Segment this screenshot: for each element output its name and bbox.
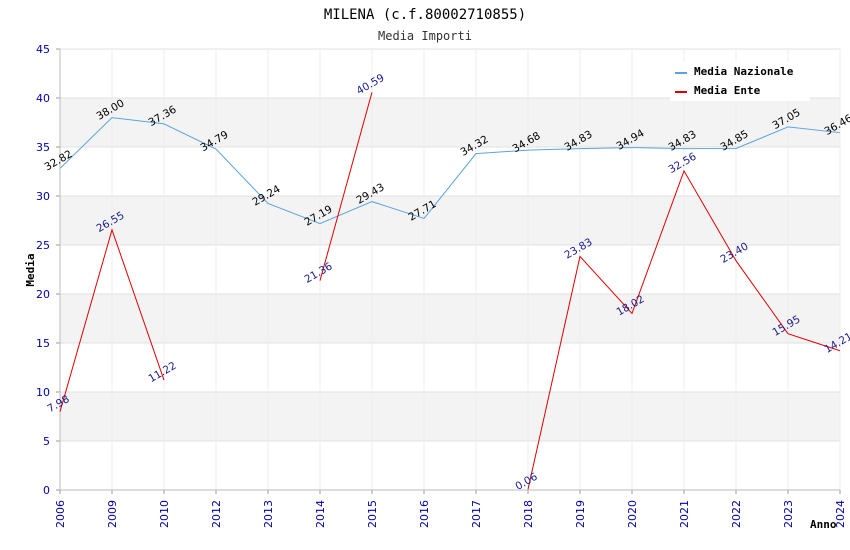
x-tick-label: 2015 (366, 500, 379, 528)
y-axis-title: Media (24, 253, 37, 286)
series-line-media-nazionale (59, 117, 841, 225)
x-tick-label: 2020 (626, 500, 639, 528)
band-5 (60, 196, 840, 245)
y-tick-label: 30 (36, 190, 50, 203)
y-tick-label: 35 (36, 141, 50, 154)
chart-subtitle: Media Importi (378, 29, 472, 43)
y-tick-label: 40 (36, 92, 50, 105)
x-tick-label: 2009 (106, 500, 119, 528)
x-axis-title: Anno (810, 518, 837, 531)
legend-background (670, 61, 810, 101)
band-7 (60, 98, 840, 147)
x-tick-label: 2018 (522, 500, 535, 528)
y-tick-label: 20 (36, 288, 50, 301)
y-tick-label: 45 (36, 43, 50, 56)
x-tick-label: 2021 (678, 500, 691, 528)
x-tick-label: 2006 (54, 500, 67, 528)
legend-label-media-ente: Media Ente (694, 84, 761, 97)
x-tick-label: 2016 (418, 500, 431, 528)
y-tick-labels: 0 5 10 15 20 25 30 35 40 45 (36, 43, 50, 497)
x-tick-label: 2019 (574, 500, 587, 528)
x-tick-label: 2014 (314, 500, 327, 528)
y-tick-label: 0 (43, 484, 50, 497)
background-bands (60, 98, 840, 441)
y-tick-label: 5 (43, 435, 50, 448)
chart-title: MILENA (c.f.80002710855) (324, 7, 526, 23)
series-line-media-ente (527, 169, 841, 490)
data-label-ente: 11.22 (146, 360, 178, 385)
x-tick-label: 2012 (210, 500, 223, 528)
data-label-ente: 21.36 (302, 260, 334, 286)
legend: Media Nazionale Media Ente (670, 61, 810, 101)
y-tick-label: 25 (36, 239, 50, 252)
x-tick-label: 2013 (262, 500, 275, 528)
x-tick-label: 2022 (730, 500, 743, 528)
x-tick-label: 2017 (470, 500, 483, 528)
series-lines (59, 92, 841, 490)
x-tick-label: 2024 (834, 500, 847, 528)
data-label-ente: 32.56 (666, 150, 698, 176)
band-3 (60, 294, 840, 343)
y-tick-label: 15 (36, 337, 50, 350)
x-tick-label: 2023 (782, 500, 795, 528)
data-label-ente: 40.59 (354, 72, 386, 97)
band-1 (60, 392, 840, 441)
series-line-media-ente (319, 92, 373, 281)
x-tick-label: 2010 (158, 500, 171, 528)
series-line-media-ente (59, 228, 165, 412)
y-tick-label: 10 (36, 386, 50, 399)
legend-label-media-nazionale: Media Nazionale (694, 65, 794, 78)
x-tick-labels: 2006 2009 2010 2012 2013 2014 2015 2016 2017 2018… (54, 500, 847, 528)
